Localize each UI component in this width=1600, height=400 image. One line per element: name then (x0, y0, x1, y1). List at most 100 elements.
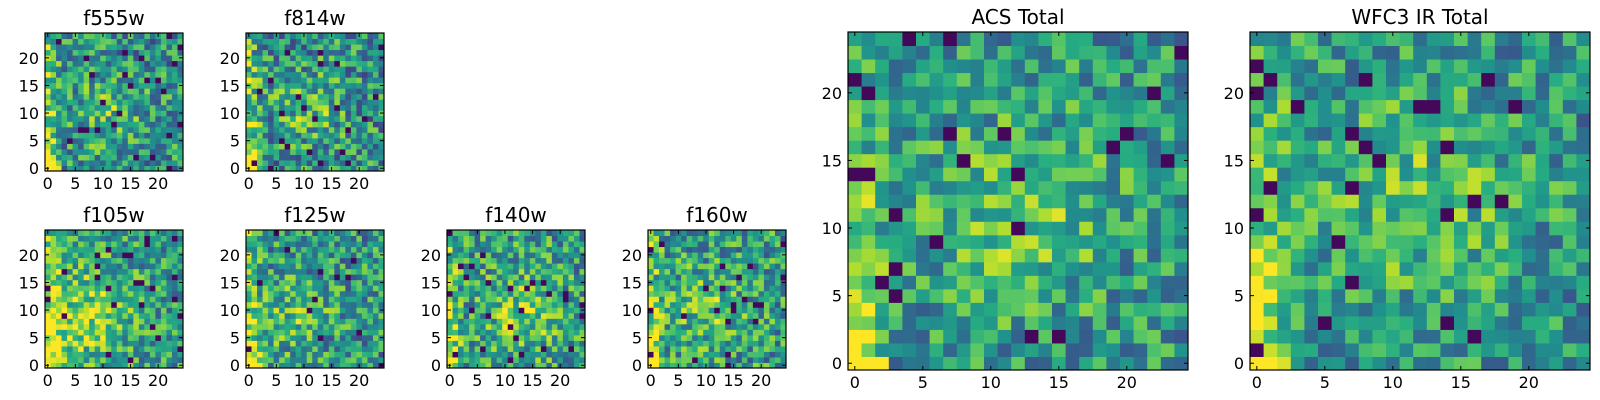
heatmap-cell (875, 86, 890, 101)
heatmap-cell (956, 59, 971, 74)
heatmap-cell (67, 55, 74, 62)
heatmap-cell (290, 257, 297, 264)
heatmap-cell (1304, 180, 1319, 195)
heatmap-cell (67, 285, 74, 292)
heatmap-cell (1174, 126, 1189, 141)
heatmap-cell (45, 104, 52, 111)
heatmap-cell (83, 38, 90, 45)
heatmap-cell (166, 126, 173, 133)
heatmap-cell (984, 45, 999, 60)
heatmap-cell (166, 132, 173, 139)
y-tick-label: 15 (822, 151, 842, 170)
heatmap-cell (714, 235, 721, 242)
heatmap-cell (246, 115, 253, 122)
heatmap-cell (916, 275, 931, 290)
heatmap-cell (1290, 248, 1305, 263)
heatmap-cell (67, 82, 74, 89)
heatmap-cell (1399, 180, 1414, 195)
heatmap-cell (246, 121, 253, 128)
heatmap-cell (350, 154, 357, 161)
heatmap-cell (122, 268, 129, 275)
heatmap-cell (1454, 356, 1469, 371)
heatmap-cell (78, 132, 85, 139)
heatmap-cell (681, 241, 688, 248)
heatmap-cell (361, 71, 368, 78)
heatmap-cell (670, 257, 677, 264)
heatmap-cell (496, 334, 503, 341)
heatmap-cell (361, 257, 368, 264)
heatmap-cell (144, 38, 151, 45)
heatmap-cell (160, 285, 167, 292)
heatmap-cell (372, 241, 379, 248)
heatmap-cell (1440, 275, 1455, 290)
heatmap-cell (491, 263, 498, 270)
heatmap-cell (116, 274, 123, 281)
heatmap-cell (89, 323, 96, 330)
heatmap-cell (848, 140, 863, 155)
heatmap-cell (452, 252, 459, 259)
heatmap-cell (67, 318, 74, 325)
heatmap-cell (328, 115, 335, 122)
heatmap-cell (78, 290, 85, 297)
heatmap-cell (474, 351, 481, 358)
heatmap-cell (295, 38, 302, 45)
heatmap-cell (474, 246, 481, 253)
heatmap-cell (568, 257, 575, 264)
heatmap-cell (1120, 234, 1135, 249)
heatmap-cell (469, 345, 476, 352)
heatmap-cell (1454, 221, 1469, 236)
heatmap-cell (692, 323, 699, 330)
heatmap-cell (741, 323, 748, 330)
heatmap-cell (463, 263, 470, 270)
heatmap-cell (111, 356, 118, 363)
heatmap-cell (246, 296, 253, 303)
heatmap-cell (741, 301, 748, 308)
heatmap-cell (474, 329, 481, 336)
heatmap-cell (301, 252, 308, 259)
heatmap-cell (323, 115, 330, 122)
heatmap-cell (769, 290, 776, 297)
heatmap-cell (529, 274, 536, 281)
heatmap-cell (339, 82, 346, 89)
heatmap-cell (1494, 329, 1509, 344)
heatmap-cell (1331, 153, 1346, 168)
heatmap-cell (301, 340, 308, 347)
heatmap-cell (356, 351, 363, 358)
heatmap-cell (1120, 342, 1135, 357)
heatmap-cell (714, 312, 721, 319)
heatmap-cell (697, 268, 704, 275)
heatmap-cell (339, 110, 346, 117)
heatmap-cell (579, 329, 586, 336)
heatmap-cell (127, 71, 134, 78)
heatmap-cell (659, 246, 666, 253)
heatmap-cell (529, 329, 536, 336)
heatmap-cell (89, 241, 96, 248)
heatmap-cell (83, 241, 90, 248)
heatmap-cell (166, 274, 173, 281)
heatmap-cell (1052, 140, 1067, 155)
heatmap-cell (1413, 234, 1428, 249)
heatmap-cell (507, 230, 514, 237)
heatmap-cell (177, 285, 184, 292)
heatmap-cell (529, 323, 536, 330)
heatmap-cell (1467, 221, 1482, 236)
heatmap-cell (524, 290, 531, 297)
heatmap-cell (524, 235, 531, 242)
heatmap-cell (1290, 234, 1305, 249)
heatmap-cell (463, 323, 470, 330)
heatmap-cell (469, 263, 476, 270)
heatmap-cell (83, 246, 90, 253)
heatmap-cell (171, 296, 178, 303)
heatmap-cell (133, 104, 140, 111)
heatmap-cell (474, 252, 481, 259)
heatmap-cell (328, 307, 335, 314)
heatmap-cell (568, 318, 575, 325)
heatmap-cell (138, 38, 145, 45)
heatmap-cell (861, 180, 876, 195)
heatmap-cell (670, 230, 677, 237)
heatmap-cell (361, 301, 368, 308)
heatmap-cell (89, 159, 96, 166)
heatmap-cell (752, 235, 759, 242)
heatmap-cell (361, 143, 368, 150)
heatmap-cell (50, 279, 57, 286)
